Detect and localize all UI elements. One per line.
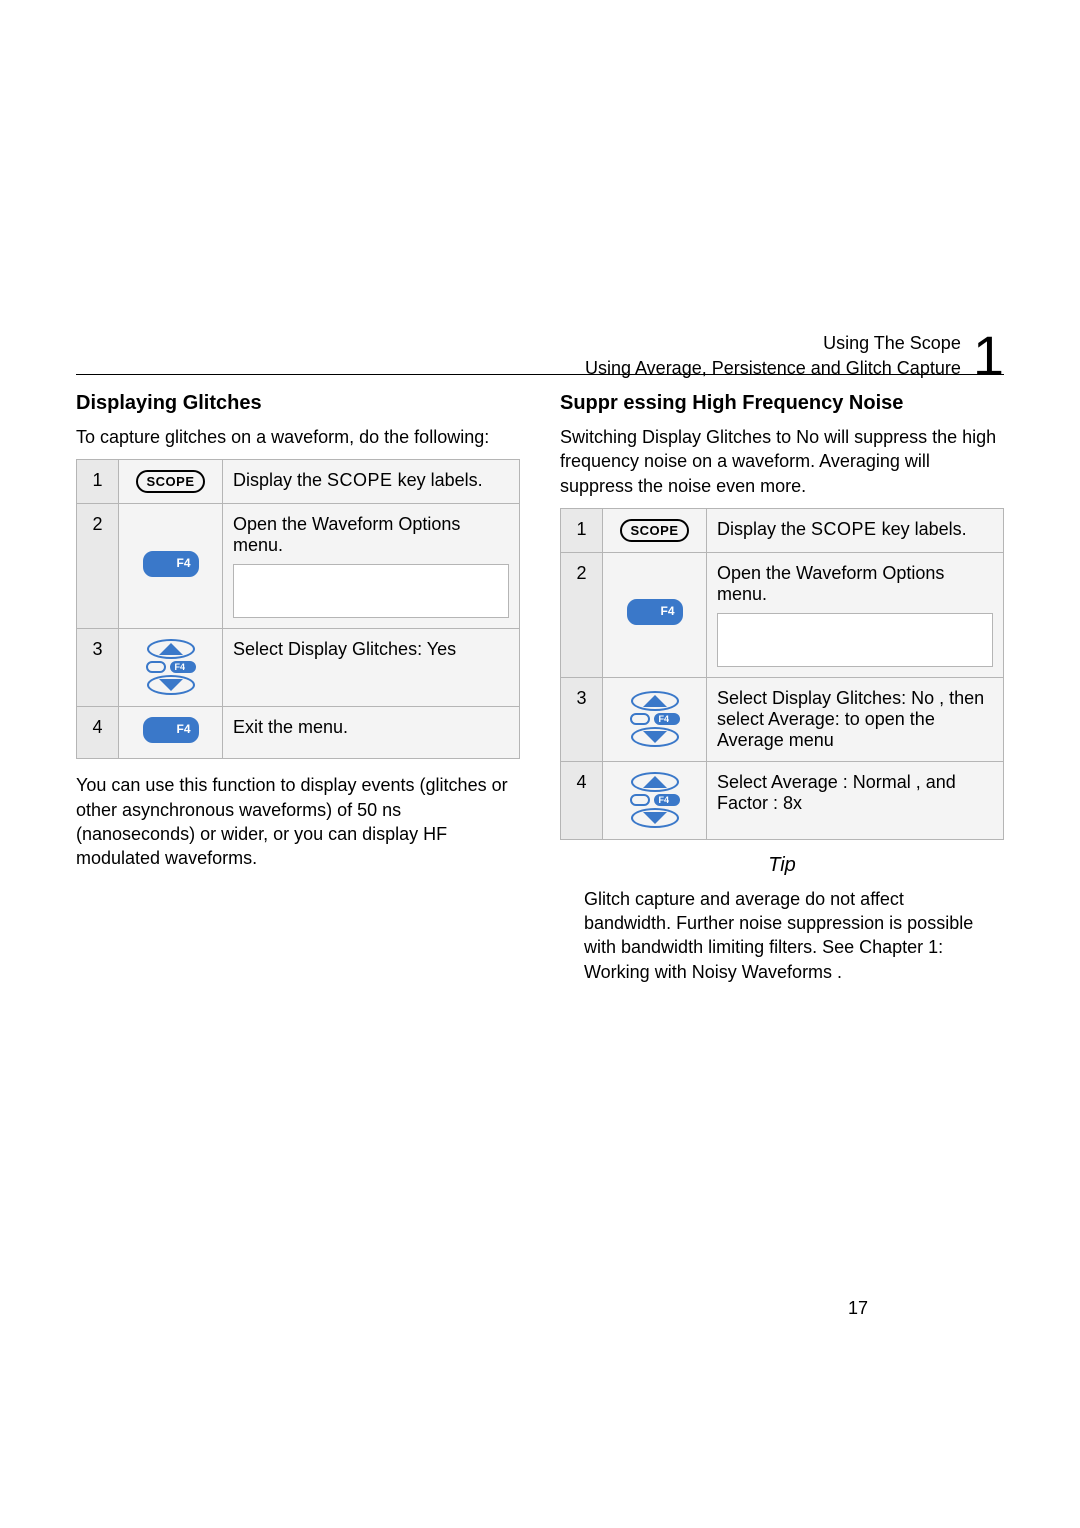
table-row: 4 Exit the menu. [77,707,520,759]
step-desc: Select Average : Normal , and Factor : 8… [707,761,1004,839]
table-row: 4 Select Average : Normal , and Factor :… [561,761,1004,839]
table-row: 3 Select Display Glitches: No , then sel… [561,677,1004,761]
step-key: SCOPE [603,508,707,552]
f4-key-icon [143,717,199,743]
sub-box [233,564,509,618]
desc-text: Display the [717,519,811,539]
header-line1: Using The Scope [585,331,961,356]
step-key [119,629,223,707]
right-title: Suppr essing High Frequency Noise [560,392,1004,415]
sub-box [717,613,993,667]
step-key: SCOPE [119,460,223,504]
tip-body: Glitch capture and average do not affect… [560,887,1004,984]
step-key [119,707,223,759]
table-row: 1 SCOPE Display the SCOPE key labels. [561,508,1004,552]
step-number: 2 [561,552,603,677]
tip-title: Tip [560,854,1004,877]
step-desc: Open the Waveform Options menu. [707,552,1004,677]
desc-text: Select Average : Normal , and Factor : 8… [717,772,956,813]
step-number: 4 [77,707,119,759]
table-row: 2 Open the Waveform Options menu. [561,552,1004,677]
right-column: Suppr essing High Frequency Noise Switch… [560,392,1004,984]
step-number: 1 [561,508,603,552]
step-number: 3 [77,629,119,707]
left-steps-table: 1 SCOPE Display the SCOPE key labels. 2 … [76,459,520,759]
left-title: Displaying Glitches [76,392,520,415]
right-steps-table: 1 SCOPE Display the SCOPE key labels. 2 … [560,508,1004,840]
step-number: 4 [561,761,603,839]
desc-text: key labels. [393,470,483,490]
right-intro: Switching Display Glitches to No will su… [560,425,1004,498]
scope-key-icon: SCOPE [136,470,204,493]
f4-key-icon [627,599,683,625]
left-after: You can use this function to display eve… [76,773,520,870]
desc-text: Open the Waveform Options menu. [233,514,460,555]
step-desc: Exit the menu. [223,707,520,759]
left-column: Displaying Glitches To capture glitches … [76,392,520,984]
desc-text: Open the Waveform Options menu. [717,563,944,604]
step-number: 1 [77,460,119,504]
table-row: 1 SCOPE Display the SCOPE key labels. [77,460,520,504]
step-key [119,504,223,629]
content-columns: Displaying Glitches To capture glitches … [76,392,1004,984]
chapter-number: 1 [973,328,1004,384]
desc-text: Select Display Glitches: Yes [233,639,456,659]
page: Using The Scope Using Average, Persisten… [0,0,1080,1528]
left-intro: To capture glitches on a waveform, do th… [76,425,520,449]
step-number: 2 [77,504,119,629]
step-key [603,761,707,839]
desc-text: Display the [233,470,327,490]
step-key [603,552,707,677]
step-desc: Select Display Glitches: Yes [223,629,520,707]
table-row: 2 Open the Waveform Options menu. [77,504,520,629]
desc-text: Exit the menu. [233,717,348,737]
table-row: 3 Select Display Glitches: Yes [77,629,520,707]
desc-smallcaps: SCOPE [811,519,877,539]
desc-text: key labels. [877,519,967,539]
header-line2: Using Average, Persistence and Glitch Ca… [585,356,961,381]
f4-key-icon [143,551,199,577]
desc-text: Select Display Glitches: No , then selec… [717,688,984,750]
page-number: 17 [848,1298,868,1319]
page-header: Using The Scope Using Average, Persisten… [585,328,1004,384]
step-desc: Display the SCOPE key labels. [223,460,520,504]
desc-smallcaps: SCOPE [327,470,393,490]
step-desc: Select Display Glitches: No , then selec… [707,677,1004,761]
step-number: 3 [561,677,603,761]
header-rule [76,374,1004,375]
nav-key-icon [623,691,687,747]
step-desc: Open the Waveform Options menu. [223,504,520,629]
nav-key-icon [139,639,203,695]
step-desc: Display the SCOPE key labels. [707,508,1004,552]
step-key [603,677,707,761]
nav-key-icon [623,772,687,828]
scope-key-icon: SCOPE [620,519,688,542]
